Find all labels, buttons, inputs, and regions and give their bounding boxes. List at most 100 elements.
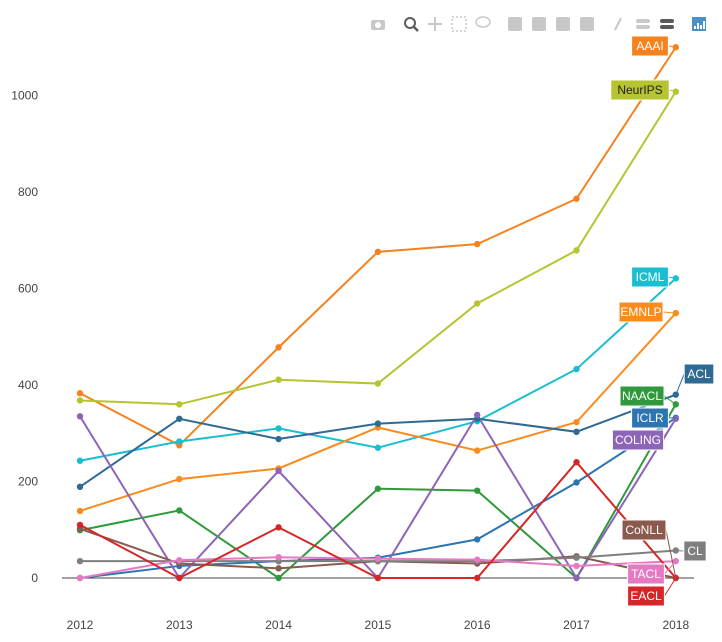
data-point-aaai[interactable] <box>573 196 579 202</box>
data-point-tacl[interactable] <box>275 554 281 560</box>
data-point-tacl[interactable] <box>77 575 83 581</box>
series-line-neurips[interactable] <box>80 92 676 405</box>
hover-closest-icon[interactable] <box>636 19 650 29</box>
data-point-tacl[interactable] <box>573 563 579 569</box>
series-line-icml[interactable] <box>80 278 676 460</box>
data-point-emnlp[interactable] <box>176 476 182 482</box>
series-label-text: NeurIPS <box>617 83 662 97</box>
x-tick-label: 2013 <box>166 618 193 632</box>
y-tick-label: 400 <box>18 378 38 392</box>
zoom-icon[interactable] <box>405 18 418 31</box>
data-point-tacl[interactable] <box>375 556 381 562</box>
data-point-neurips[interactable] <box>573 247 579 253</box>
data-point-icml[interactable] <box>375 445 381 451</box>
series-label-tacl: TACL <box>628 561 676 584</box>
x-tick-label: 2015 <box>365 618 392 632</box>
data-point-emnlp[interactable] <box>573 419 579 425</box>
data-point-icml[interactable] <box>176 438 182 444</box>
modebar[interactable] <box>371 17 706 31</box>
data-point-neurips[interactable] <box>474 300 480 306</box>
data-point-tacl[interactable] <box>474 556 480 562</box>
series-label-naacl: NAACL <box>620 386 676 406</box>
autoscale-icon[interactable] <box>556 17 570 31</box>
series-label-text: ACL <box>687 367 711 381</box>
box-select-icon[interactable] <box>452 17 466 31</box>
data-point-tacl[interactable] <box>176 557 182 563</box>
data-point-eacl[interactable] <box>275 524 281 530</box>
data-point-eacl[interactable] <box>573 459 579 465</box>
x-tick-labels: 2012 2013 2014 2015 2016 2017 2018 <box>67 618 690 632</box>
x-tick-label: 2017 <box>563 618 590 632</box>
data-point-emnlp[interactable] <box>474 447 480 453</box>
data-point-aaai[interactable] <box>375 249 381 255</box>
data-point-cl[interactable] <box>77 558 83 564</box>
pan-icon[interactable] <box>428 17 442 31</box>
zoom-in-icon[interactable] <box>508 17 522 31</box>
data-point-naacl[interactable] <box>275 575 281 581</box>
series-label-text: CoNLL <box>625 523 663 537</box>
zoom-out-icon[interactable] <box>532 17 546 31</box>
data-point-conll[interactable] <box>275 565 281 571</box>
camera-icon[interactable] <box>371 20 385 30</box>
series-label-cl: CL <box>676 541 706 561</box>
data-point-aaai[interactable] <box>275 344 281 350</box>
series-label-neurips: NeurIPS <box>611 80 676 100</box>
data-point-neurips[interactable] <box>176 401 182 407</box>
data-point-iclr[interactable] <box>573 479 579 485</box>
data-point-naacl[interactable] <box>474 487 480 493</box>
series-line-emnlp[interactable] <box>80 313 676 511</box>
y-tick-label: 0 <box>31 571 38 585</box>
reset-axes-icon[interactable] <box>580 17 594 31</box>
series-label-iclr: ICLR <box>632 408 676 428</box>
data-point-naacl[interactable] <box>176 507 182 513</box>
data-point-eacl[interactable] <box>474 575 480 581</box>
data-point-eacl[interactable] <box>375 575 381 581</box>
data-point-eacl[interactable] <box>176 575 182 581</box>
data-point-naacl[interactable] <box>375 486 381 492</box>
series-label-emnlp: EMNLP <box>619 302 676 322</box>
data-point-eacl[interactable] <box>77 522 83 528</box>
series-label-text: EMNLP <box>620 305 661 319</box>
data-point-neurips[interactable] <box>77 397 83 403</box>
series-line-iclr[interactable] <box>80 418 676 578</box>
hover-compare-icon[interactable] <box>660 19 674 29</box>
data-point-acl[interactable] <box>176 416 182 422</box>
data-point-aaai[interactable] <box>77 390 83 396</box>
lasso-icon[interactable] <box>476 17 490 27</box>
y-tick-label: 800 <box>18 185 38 199</box>
series-label-text: NAACL <box>622 389 662 403</box>
x-tick-label: 2018 <box>662 618 689 632</box>
data-point-acl[interactable] <box>77 484 83 490</box>
series-label-text: ICML <box>636 270 665 284</box>
data-point-neurips[interactable] <box>275 376 281 382</box>
data-point-coling[interactable] <box>573 575 579 581</box>
series-label-aaai: AAAI <box>632 36 676 56</box>
data-point-aaai[interactable] <box>474 241 480 247</box>
data-point-cl[interactable] <box>573 555 579 561</box>
x-tick-label: 2012 <box>67 618 94 632</box>
data-point-coling[interactable] <box>474 412 480 418</box>
plotly-logo-icon[interactable] <box>692 17 706 31</box>
data-point-coling[interactable] <box>275 468 281 474</box>
data-point-acl[interactable] <box>375 420 381 426</box>
data-point-acl[interactable] <box>573 429 579 435</box>
data-point-coling[interactable] <box>673 416 679 422</box>
series-label-acl: ACL <box>676 364 714 395</box>
data-point-iclr[interactable] <box>474 536 480 542</box>
data-point-coling[interactable] <box>77 413 83 419</box>
spike-lines-icon[interactable] <box>615 18 621 30</box>
x-tick-label: 2016 <box>464 618 491 632</box>
data-point-icml[interactable] <box>573 366 579 372</box>
data-point-acl[interactable] <box>275 436 281 442</box>
series-markers-layer <box>77 44 679 581</box>
data-point-emnlp[interactable] <box>77 508 83 514</box>
series-label-text: COLING <box>615 433 661 447</box>
data-point-icml[interactable] <box>275 425 281 431</box>
x-tick-label: 2014 <box>265 618 292 632</box>
data-point-neurips[interactable] <box>375 380 381 386</box>
series-label-text: EACL <box>630 589 662 603</box>
data-point-icml[interactable] <box>77 458 83 464</box>
series-line-conll[interactable] <box>80 529 676 578</box>
